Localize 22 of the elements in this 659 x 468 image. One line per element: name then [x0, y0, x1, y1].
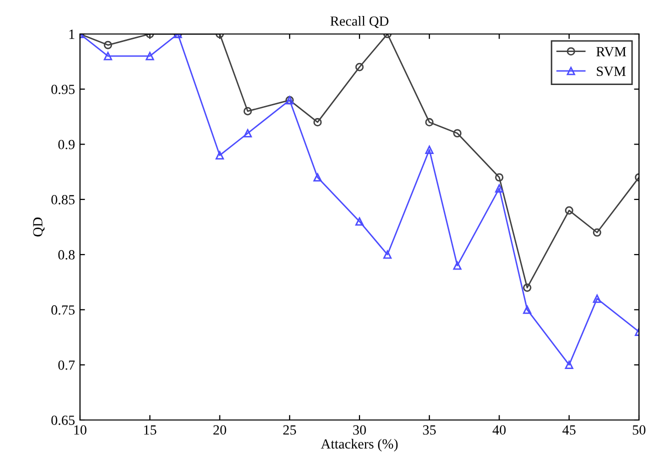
- x-tick-label: 25: [283, 425, 296, 435]
- x-tick-label: 45: [562, 425, 576, 435]
- x-tick-label: 20: [213, 425, 226, 435]
- y-tick-label: 0.65: [51, 416, 75, 426]
- chart-title: Recall QD: [330, 16, 388, 28]
- x-tick-label: 30: [353, 425, 366, 435]
- y-tick-label: 0.8: [58, 250, 75, 260]
- x-tick-label: 40: [492, 425, 506, 435]
- y-axis-title: QD: [33, 218, 45, 236]
- x-tick-label: 35: [423, 425, 436, 435]
- y-tick-label: 0.95: [51, 84, 75, 94]
- y-tick-label: 0.75: [51, 305, 75, 315]
- x-axis-title: Attackers (%): [320, 438, 398, 452]
- legend-label: RVM: [596, 47, 626, 56]
- legend-label: SVM: [596, 66, 626, 76]
- y-tick-label: 1: [69, 30, 74, 39]
- x-tick-label: 50: [632, 425, 646, 435]
- y-tick-label: 0.7: [58, 360, 75, 370]
- x-tick-label: 15: [144, 425, 156, 435]
- y-tick-label: 0.85: [51, 195, 75, 204]
- x-tick-label: 10: [74, 425, 86, 435]
- y-tick-label: 0.9: [58, 140, 75, 150]
